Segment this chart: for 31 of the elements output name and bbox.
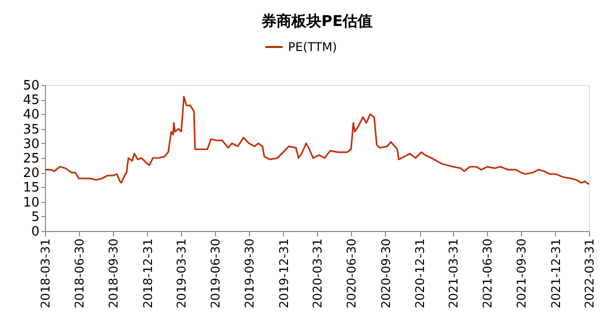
x-tick-label: 2020-12-31 [413, 238, 428, 308]
x-tick-label: 2021-06-30 [480, 238, 494, 308]
x-tick-label: 2020-06-30 [344, 238, 359, 308]
y-tick-label: 40 [22, 108, 40, 123]
x-tick-label: 2019-03-31 [174, 238, 188, 308]
x-tick-label: 2019-09-30 [242, 238, 257, 308]
x-tick-label: 2019-06-30 [208, 238, 222, 308]
y-tick-label: 35 [22, 122, 40, 138]
y-tick-label: 10 [22, 195, 40, 210]
x-tick-label: 2018-03-31 [38, 238, 52, 308]
x-tick-label: 2018-06-30 [72, 238, 86, 308]
y-tick-label: 15 [22, 180, 40, 196]
x-tick-label: 2021-09-30 [514, 238, 529, 308]
line-series [44, 96, 590, 186]
x-tick-label: 2019-12-31 [276, 238, 291, 308]
x-tick-label: 2022-03-31 [582, 238, 596, 308]
x-tick-label: 2018-12-31 [140, 238, 155, 308]
y-tick-label: 25 [22, 152, 40, 166]
y-tick-label: 20 [22, 166, 40, 182]
y-tick-label: 45 [22, 93, 40, 108]
chart-title: 券商板块PE估值 [260, 12, 373, 30]
x-tick-label: 2020-09-30 [378, 238, 393, 308]
y-tick-label: 5 [31, 210, 40, 225]
x-tick-label: 2021-03-31 [446, 238, 461, 308]
x-tick-label: 2021-12-31 [548, 238, 563, 308]
y-tick-label: 0 [31, 224, 40, 240]
y-tick-label: 30 [22, 136, 40, 152]
y-tick-label: 50 [22, 78, 40, 94]
x-tick-label: 2020-03-31 [310, 238, 325, 308]
x-tick-label: 2018-09-30 [106, 238, 121, 308]
legend-label: PE(TTM) [288, 40, 337, 54]
